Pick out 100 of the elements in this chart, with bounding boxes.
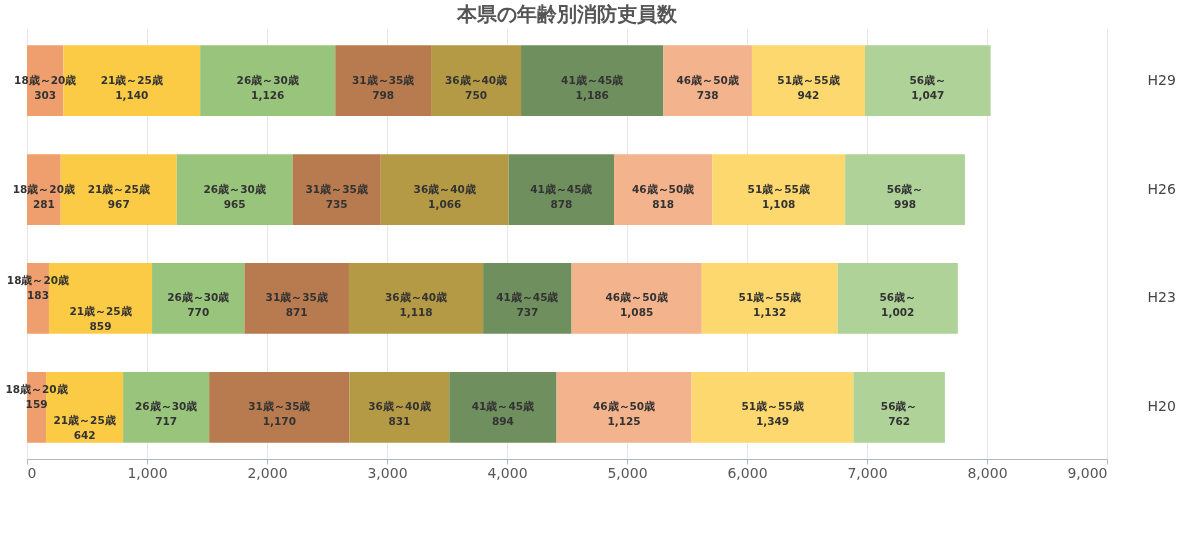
text: 41歳～45歳 [471, 400, 535, 413]
bar [176, 154, 293, 225]
data-label: 894 [491, 415, 514, 428]
x-tick-label: 1,000 [127, 464, 168, 481]
text: 46歳～50歳 [605, 291, 668, 304]
data-label: 303 [34, 88, 57, 101]
text: 26歳～30歳 [203, 182, 266, 195]
data-label: 798 [372, 88, 395, 101]
text: 46歳～50歳 [632, 182, 695, 195]
text: 36歳～40歳 [384, 291, 448, 304]
series-label: 21歳～25歳 [53, 414, 116, 427]
x-tick-label: 6,000 [727, 464, 768, 481]
data-label: 717 [155, 415, 178, 428]
text: 56歳～ [879, 291, 917, 304]
data-label: 735 [325, 197, 348, 210]
data-label: 859 [89, 320, 112, 333]
data-label: 750 [465, 88, 487, 101]
x-tick-label: 7,000 [847, 464, 888, 481]
bar [123, 371, 210, 443]
text: 41歳～45歳 [561, 73, 624, 86]
series-label: 41歳～45歳 [496, 291, 559, 304]
bar [152, 263, 245, 334]
data-label: 871 [285, 306, 308, 319]
data-label: 1,085 [620, 306, 654, 319]
bar [335, 45, 432, 117]
series-label: 36歳～40歳 [444, 73, 508, 86]
bar [845, 154, 965, 225]
text: 56歳～ [909, 73, 947, 86]
text: 26歳～30歳 [236, 73, 299, 86]
data-label: 1,125 [607, 415, 641, 428]
text: 51歳～55歳 [747, 182, 810, 195]
bar [200, 45, 336, 117]
data-label: 738 [696, 88, 719, 101]
bar [853, 371, 945, 443]
bar [380, 154, 509, 225]
data-label: 1,349 [755, 415, 790, 428]
x-tick-label: 2,000 [247, 464, 288, 481]
y-tick-label: H29 [1147, 71, 1176, 88]
data-label: 762 [888, 415, 911, 428]
text: 21歳～25歳 [100, 73, 163, 86]
bar [712, 154, 846, 225]
bar [663, 45, 752, 117]
x-tick-label: 9,000 [1067, 464, 1108, 481]
bar [864, 45, 991, 117]
y-tick-label: H26 [1147, 180, 1176, 197]
y-tick-label: H23 [1147, 289, 1176, 306]
bar [837, 263, 958, 334]
text: 31歳～35歳 [248, 400, 311, 413]
data-label: 1,047 [911, 88, 945, 101]
text: 56歳～ [886, 182, 924, 195]
data-label: 878 [550, 197, 573, 210]
bar [431, 45, 522, 117]
text: 46歳～50歳 [592, 400, 656, 413]
bar [508, 154, 615, 225]
data-label: 967 [107, 197, 130, 210]
text: 26歳～30歳 [167, 291, 230, 304]
text: 51歳～55歳 [738, 291, 801, 304]
series-label: 56歳～ [880, 400, 918, 413]
bar [349, 371, 450, 443]
data-label: 818 [652, 197, 675, 210]
bar [348, 263, 484, 334]
x-tick-label: 3,000 [367, 464, 408, 481]
bar [556, 371, 692, 443]
text: 31歳～35歳 [265, 291, 328, 304]
text: 31歳～35歳 [352, 73, 415, 86]
x-tick-label: 8,000 [967, 464, 1008, 481]
data-label: 642 [73, 429, 96, 442]
text: 21歳～25歳 [69, 305, 132, 318]
data-label: 183 [27, 289, 49, 302]
bar [571, 263, 702, 334]
bar [449, 371, 557, 443]
data-label: 998 [894, 197, 916, 210]
y-tick-label: H20 [1147, 398, 1176, 415]
chart-title: 本県の年齢別消防吏員数 [456, 2, 678, 26]
bar [751, 45, 865, 117]
data-label: 1,186 [575, 88, 609, 101]
bar [521, 45, 664, 117]
bar [614, 154, 713, 225]
bar [691, 371, 854, 443]
data-label: 1,066 [428, 197, 462, 210]
bar [483, 263, 572, 334]
text: 41歳～45歳 [530, 182, 593, 195]
data-label: 281 [32, 197, 55, 210]
bar [209, 371, 350, 443]
x-tick-label: 4,000 [487, 464, 528, 481]
text: 36歳～40歳 [368, 400, 431, 413]
data-label: 942 [797, 88, 820, 101]
data-label: 1,126 [251, 88, 285, 101]
text: 51歳～55歳 [741, 400, 804, 413]
bar [292, 154, 381, 225]
series-label: 31歳～35歳 [305, 182, 368, 195]
x-tick-label: 5,000 [607, 464, 648, 481]
data-label: 737 [516, 306, 539, 319]
x-tick-label: 0 [27, 464, 37, 481]
data-label: 965 [223, 197, 246, 210]
series-label: 51歳～55歳 [777, 73, 840, 86]
text: 36歳～40歳 [413, 182, 476, 195]
data-label: 770 [187, 306, 210, 319]
data-label: 1,108 [762, 197, 796, 210]
bar [244, 263, 349, 334]
